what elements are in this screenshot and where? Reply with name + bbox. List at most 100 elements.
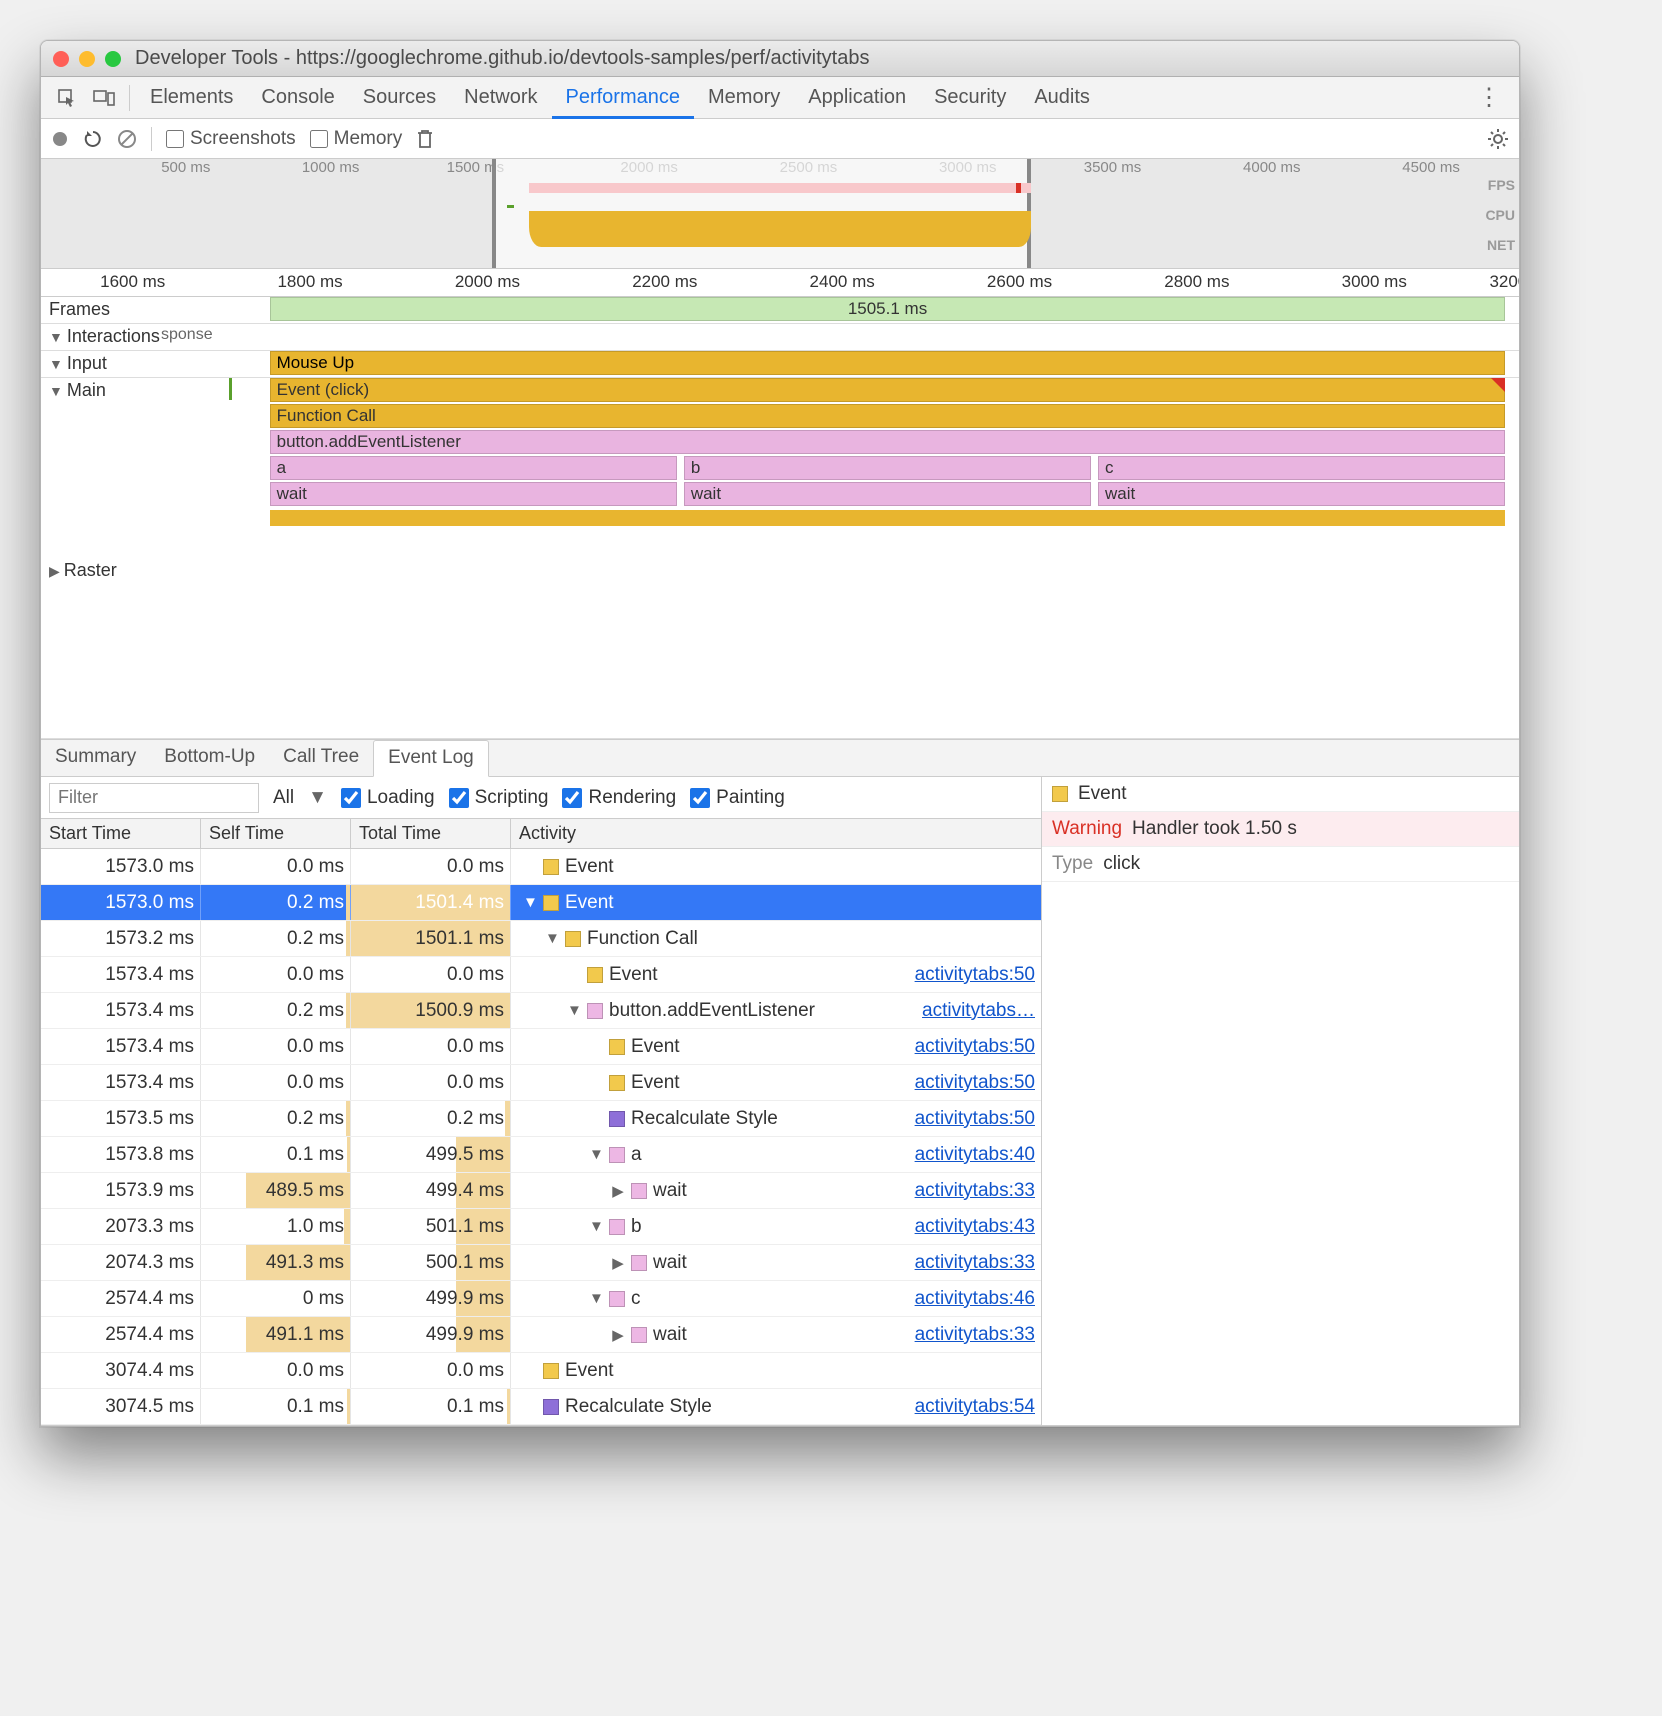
maximize-icon[interactable]	[105, 51, 121, 67]
timeline-overview[interactable]: 500 ms1000 ms1500 ms2000 ms2500 ms3000 m…	[41, 159, 1519, 269]
flame-bar[interactable]: Event (click)	[270, 378, 1506, 402]
flame-bar[interactable]: c	[1098, 456, 1505, 480]
tab-console[interactable]: Console	[247, 78, 348, 116]
activity-name: button.addEventListener	[609, 1000, 815, 1022]
activity-name: a	[631, 1144, 642, 1166]
main-flame-chart[interactable]: Event (click)Function Callbutton.addEven…	[161, 378, 1519, 558]
record-icon[interactable]	[51, 130, 69, 148]
disclose-icon[interactable]: ▼	[49, 380, 63, 399]
overview-cpu-bar	[529, 211, 1032, 247]
source-link[interactable]: activitytabs:54	[915, 1396, 1035, 1418]
tab-network[interactable]: Network	[450, 78, 551, 116]
flame-bar[interactable]: Function Call	[270, 404, 1506, 428]
source-link[interactable]: activitytabs:43	[915, 1216, 1035, 1238]
tab-bottom-up[interactable]: Bottom-Up	[150, 740, 269, 776]
activity-name: wait	[653, 1324, 687, 1346]
screenshots-checkbox[interactable]: Screenshots	[166, 128, 296, 150]
col-start-time[interactable]: Start Time	[41, 819, 201, 848]
event-log-row[interactable]: 1573.2 ms0.2 ms1501.1 ms▼Function Call	[41, 921, 1041, 957]
painting-checkbox[interactable]: Painting	[690, 787, 785, 809]
trash-icon[interactable]	[416, 129, 434, 149]
tab-application[interactable]: Application	[794, 78, 920, 116]
event-log-row[interactable]: 1573.0 ms0.2 ms1501.4 ms▼Event	[41, 885, 1041, 921]
category-swatch-icon	[543, 1363, 559, 1379]
event-log-row[interactable]: 1573.4 ms0.0 ms0.0 msEventactivitytabs:5…	[41, 957, 1041, 993]
source-link[interactable]: activitytabs…	[922, 1000, 1035, 1022]
source-link[interactable]: activitytabs:33	[915, 1324, 1035, 1346]
tab-elements[interactable]: Elements	[136, 78, 247, 116]
source-link[interactable]: activitytabs:46	[915, 1288, 1035, 1310]
tab-memory[interactable]: Memory	[694, 78, 794, 116]
tab-audits[interactable]: Audits	[1020, 78, 1104, 116]
event-log-row[interactable]: 1573.4 ms0.0 ms0.0 msEventactivitytabs:5…	[41, 1065, 1041, 1101]
chevron-down-icon[interactable]: ▼	[308, 787, 327, 809]
event-log-row[interactable]: 2574.4 ms0 ms499.9 ms▼cactivitytabs:46	[41, 1281, 1041, 1317]
flame-bar[interactable]: a	[270, 456, 677, 480]
flame-bar[interactable]: wait	[270, 482, 677, 506]
category-swatch-icon	[543, 859, 559, 875]
activity-name: Event	[565, 1360, 614, 1382]
close-icon[interactable]	[53, 51, 69, 67]
col-self-time[interactable]: Self Time	[201, 819, 351, 848]
flame-bar[interactable]: button.addEventListener	[270, 430, 1506, 454]
event-log-row[interactable]: 3074.4 ms0.0 ms0.0 msEvent	[41, 1353, 1041, 1389]
minimize-icon[interactable]	[79, 51, 95, 67]
devtools-tabstrip: ElementsConsoleSourcesNetworkPerformance…	[41, 77, 1519, 119]
rendering-checkbox[interactable]: Rendering	[562, 787, 676, 809]
source-link[interactable]: activitytabs:50	[915, 1108, 1035, 1130]
details-warning: Warning Handler took 1.50 s	[1042, 812, 1519, 847]
reload-icon[interactable]	[83, 129, 103, 149]
disclose-icon[interactable]: ▼	[49, 353, 63, 372]
event-log-row[interactable]: 1573.5 ms0.2 ms0.2 msRecalculate Styleac…	[41, 1101, 1041, 1137]
frames-track: Frames 1505.1 ms	[41, 297, 1519, 324]
source-link[interactable]: activitytabs:33	[915, 1252, 1035, 1274]
source-link[interactable]: activitytabs:40	[915, 1144, 1035, 1166]
event-log-row[interactable]: 1573.0 ms0.0 ms0.0 msEvent	[41, 849, 1041, 885]
category-swatch-icon	[609, 1291, 625, 1307]
more-menu-icon[interactable]: ⋮	[1467, 79, 1511, 116]
inspect-icon[interactable]	[49, 84, 85, 112]
tab-security[interactable]: Security	[920, 78, 1020, 116]
tab-performance[interactable]: Performance	[552, 78, 695, 119]
interactions-track: ▼Interactions sponse	[41, 324, 1519, 351]
category-swatch-icon	[587, 967, 603, 983]
event-log-row[interactable]: 1573.8 ms0.1 ms499.5 ms▼aactivitytabs:40	[41, 1137, 1041, 1173]
flame-bar[interactable]: wait	[684, 482, 1091, 506]
flame-bar[interactable]: b	[684, 456, 1091, 480]
scripting-checkbox[interactable]: Scripting	[449, 787, 549, 809]
disclose-icon[interactable]: ▶	[49, 560, 60, 580]
timeline-ruler[interactable]: 1600 ms1800 ms2000 ms2200 ms2400 ms2600 …	[41, 269, 1519, 297]
category-all[interactable]: All	[273, 787, 294, 809]
event-log-row[interactable]: 1573.4 ms0.0 ms0.0 msEventactivitytabs:5…	[41, 1029, 1041, 1065]
source-link[interactable]: activitytabs:50	[915, 1072, 1035, 1094]
frame-bar[interactable]: 1505.1 ms	[270, 297, 1506, 321]
activity-name: Recalculate Style	[565, 1396, 712, 1418]
disclose-icon[interactable]: ▼	[49, 326, 63, 345]
tab-event-log[interactable]: Event Log	[373, 740, 489, 777]
filter-input[interactable]	[49, 783, 259, 813]
source-link[interactable]: activitytabs:50	[915, 1036, 1035, 1058]
source-link[interactable]: activitytabs:50	[915, 964, 1035, 986]
event-log-row[interactable]: 2073.3 ms1.0 ms501.1 ms▼bactivitytabs:43	[41, 1209, 1041, 1245]
clear-icon[interactable]	[117, 129, 137, 149]
col-activity[interactable]: Activity	[511, 819, 1041, 848]
source-link[interactable]: activitytabs:33	[915, 1180, 1035, 1202]
perf-toolbar: Screenshots Memory	[41, 119, 1519, 159]
tab-summary[interactable]: Summary	[41, 740, 150, 776]
tab-call-tree[interactable]: Call Tree	[269, 740, 373, 776]
category-swatch-icon	[609, 1147, 625, 1163]
memory-checkbox[interactable]: Memory	[310, 128, 403, 150]
settings-icon[interactable]	[1487, 128, 1509, 150]
device-toggle-icon[interactable]	[85, 84, 123, 112]
category-swatch-icon	[543, 895, 559, 911]
event-log-row[interactable]: 2074.3 ms491.3 ms500.1 ms▶waitactivityta…	[41, 1245, 1041, 1281]
col-total-time[interactable]: Total Time	[351, 819, 511, 848]
event-log-row[interactable]: 3074.5 ms0.1 ms0.1 msRecalculate Styleac…	[41, 1389, 1041, 1425]
event-log-row[interactable]: 2574.4 ms491.1 ms499.9 ms▶waitactivityta…	[41, 1317, 1041, 1353]
loading-checkbox[interactable]: Loading	[341, 787, 435, 809]
tab-sources[interactable]: Sources	[349, 78, 450, 116]
event-log-row[interactable]: 1573.9 ms489.5 ms499.4 ms▶waitactivityta…	[41, 1173, 1041, 1209]
event-log-row[interactable]: 1573.4 ms0.2 ms1500.9 ms▼button.addEvent…	[41, 993, 1041, 1029]
flame-bar[interactable]: wait	[1098, 482, 1505, 506]
input-event-bar[interactable]: Mouse Up	[270, 351, 1506, 375]
